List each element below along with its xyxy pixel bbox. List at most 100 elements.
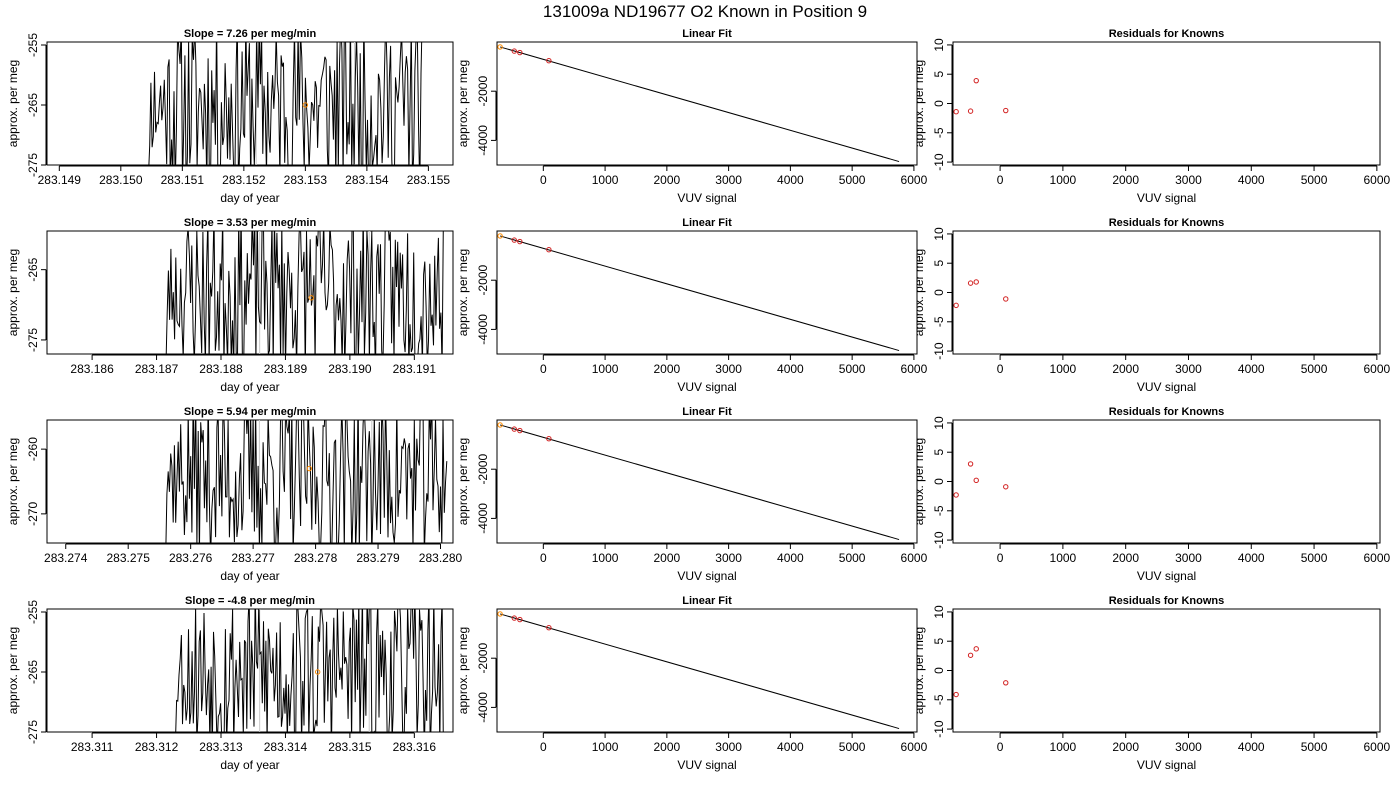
x-tick-label: 5000 — [839, 551, 866, 565]
data-point — [953, 109, 959, 115]
highlight-point — [308, 295, 314, 301]
panel-1-0: Slope = 3.53 per meg/min 283.186 283.187 28… — [6, 217, 454, 394]
x-tick-label: 283.189 — [264, 362, 308, 376]
data-point — [953, 302, 959, 309]
x-tick-label: 3000 — [1175, 740, 1202, 754]
data-point — [967, 461, 974, 467]
panel-3-1: Linear Fit 0 1000 2000 3000 4000 5000 6000 VUV s… — [456, 595, 928, 772]
data-point — [967, 652, 974, 658]
data-point — [967, 108, 974, 114]
x-tick-label: 4000 — [777, 362, 804, 376]
plot-frame — [46, 230, 454, 355]
y-tick-label: -4000 — [476, 125, 490, 156]
plot-frame — [952, 419, 1381, 544]
x-tick-label: 2000 — [1112, 740, 1139, 754]
x-tick-label: 283.278 — [294, 551, 338, 565]
x-tick-label: 4000 — [1238, 740, 1265, 754]
highlight-point — [314, 669, 321, 675]
plot-frame — [496, 41, 918, 166]
x-tick-label: 283.152 — [222, 173, 266, 187]
x-tick-label: 283.154 — [345, 173, 389, 187]
panel-2-0: Slope = 5.94 per meg/min 283.274 283.275 28… — [6, 406, 463, 583]
y-tick-label: -5 — [932, 127, 946, 138]
x-tick-label: 0 — [540, 740, 547, 754]
x-tick-label: 2000 — [654, 740, 681, 754]
plot-area — [497, 422, 900, 541]
panel-2-1: Linear Fit 0 1000 2000 3000 4000 5000 6000 VUV s… — [456, 406, 928, 583]
y-tick-label: 5 — [932, 260, 946, 267]
y-axis-label: approx. per meg — [6, 627, 20, 714]
x-tick-label: 283.155 — [407, 173, 451, 187]
panel-1-2: Residuals for Knowns 0 1000 2000 3000 4000 500… — [912, 217, 1391, 394]
x-tick-label: 4000 — [777, 740, 804, 754]
x-tick-label: 283.313 — [199, 740, 243, 754]
x-tick-label: 5000 — [839, 740, 866, 754]
panel-0-0: Slope = 7.26 per meg/min 283.149 283.150 28… — [6, 28, 454, 205]
x-tick-label: 6000 — [1364, 551, 1391, 565]
data-point — [546, 435, 552, 442]
panel-3-2: Residuals for Knowns 0 1000 2000 3000 4000 500… — [912, 595, 1391, 772]
highlight-point — [306, 465, 313, 472]
x-tick-label: 283.279 — [356, 551, 400, 565]
y-axis-label: approx. per meg — [6, 60, 20, 147]
panels: Slope = 7.26 per meg/min 283.149 283.150 28… — [6, 28, 1391, 772]
y-tick-label: -275 — [26, 720, 40, 744]
x-tick-label: 2000 — [1112, 362, 1139, 376]
data-point — [511, 237, 517, 243]
x-tick-label: 1000 — [592, 362, 619, 376]
y-tick-label: -265 — [26, 93, 40, 117]
data-point — [973, 646, 979, 652]
y-axis-label: approx. per meg — [912, 249, 926, 336]
data-point — [1003, 296, 1009, 302]
x-tick-label: 2000 — [1112, 173, 1139, 187]
panel-title: Residuals for Knowns — [1109, 406, 1225, 418]
y-tick-label: 5 — [932, 449, 946, 456]
data-point — [517, 427, 523, 434]
y-tick-label: -10 — [932, 153, 946, 171]
y-tick-label: -4000 — [476, 692, 490, 723]
y-tick-label: -5 — [932, 694, 946, 705]
y-tick-label: 10 — [932, 38, 946, 52]
y-axis-label: approx. per meg — [6, 438, 20, 525]
x-tick-label: 5000 — [839, 173, 866, 187]
x-tick-label: 6000 — [901, 740, 928, 754]
data-point — [546, 246, 552, 253]
x-tick-label: 4000 — [1238, 173, 1265, 187]
x-axis-label: VUV signal — [1137, 758, 1196, 772]
y-tick-label: -10 — [932, 720, 946, 738]
x-tick-label: 2000 — [654, 173, 681, 187]
x-tick-label: 2000 — [1112, 551, 1139, 565]
x-axis-label: VUV signal — [1137, 569, 1196, 583]
x-tick-label: 283.150 — [99, 173, 143, 187]
x-tick-label: 283.280 — [419, 551, 463, 565]
x-tick-label: 6000 — [1364, 173, 1391, 187]
plot-area — [953, 77, 1009, 115]
x-tick-label: 283.186 — [70, 362, 114, 376]
plot-area — [175, 609, 444, 732]
plot-frame — [952, 41, 1381, 166]
data-point — [517, 616, 523, 623]
series-line — [148, 42, 423, 165]
x-tick-label: 283.149 — [38, 173, 82, 187]
y-tick-label: 0 — [932, 100, 946, 107]
x-tick-label: 1000 — [1050, 362, 1077, 376]
x-axis-label: day of year — [220, 569, 279, 583]
x-tick-label: 283.312 — [135, 740, 179, 754]
y-tick-label: -275 — [26, 328, 40, 352]
plot-area — [148, 42, 423, 165]
series-line — [165, 420, 448, 543]
data-point — [546, 57, 552, 64]
y-tick-label: 10 — [932, 605, 946, 619]
plot-area — [165, 420, 448, 543]
x-axis-label: VUV signal — [1137, 191, 1196, 205]
x-tick-label: 6000 — [901, 551, 928, 565]
x-tick-label: 6000 — [1364, 362, 1391, 376]
y-tick-label: -265 — [26, 257, 40, 281]
x-tick-label: 1000 — [592, 740, 619, 754]
y-tick-label: -10 — [932, 342, 946, 360]
data-point — [967, 280, 974, 286]
highlight-point — [302, 102, 309, 108]
x-tick-label: 3000 — [715, 362, 742, 376]
data-point — [1003, 484, 1009, 490]
x-tick-label: 283.275 — [107, 551, 151, 565]
